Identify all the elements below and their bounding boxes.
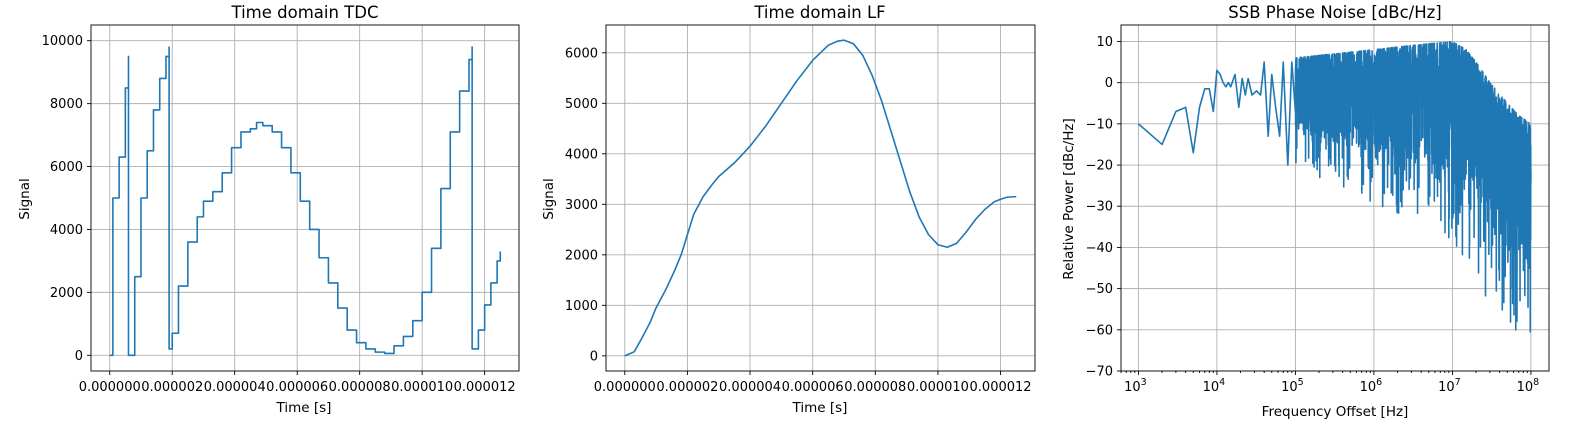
y-tick-label: 4000 [50, 223, 83, 238]
y-tick-label: 0 [590, 349, 598, 364]
x-axis-label: Time [s] [276, 400, 332, 416]
y-tick-label: −30 [1086, 200, 1113, 215]
chart-time-domain-tdc: Time domain TDC Time [s] Signal 0.000000… [17, 3, 520, 416]
x-tick-label: 0.000002 [656, 380, 718, 395]
chart-ssb-phase-noise: SSB Phase Noise [dBc/Hz] Frequency Offse… [1061, 3, 1550, 420]
y-tick-label: −10 [1086, 117, 1113, 132]
y-tick-label: −60 [1086, 323, 1113, 338]
axes-frame [605, 24, 1036, 372]
x-tick-label: 0.000004 [719, 380, 781, 395]
x-tick-label: 0.000002 [141, 380, 203, 395]
y-tick-label: 10 [1096, 35, 1113, 50]
axes-frame [1120, 24, 1550, 372]
y-tick-label: 0 [1105, 76, 1113, 91]
x-tick-label: 0.000012 [970, 380, 1032, 395]
y-tick-label: 1000 [565, 299, 598, 314]
y-tick-label: 4000 [565, 147, 598, 162]
x-tick-label: 0.000008 [844, 380, 906, 395]
x-axis-label: Time [s] [792, 400, 848, 416]
y-tick-label: 6000 [50, 160, 83, 175]
x-tick-label: 0.000006 [266, 380, 328, 395]
x-tick-label: 0.000000 [79, 380, 141, 395]
series-line [1137, 61, 1297, 166]
x-tick-label: 0.000000 [594, 380, 656, 395]
y-tick-label: −20 [1086, 159, 1113, 174]
x-tick-label: 0.000010 [907, 380, 969, 395]
x-tick-label: 103 [1124, 377, 1147, 395]
x-tick-label: 0.000008 [329, 380, 391, 395]
axes-frame [90, 24, 520, 372]
plot-area [109, 46, 502, 357]
x-tick-label: 106 [1360, 377, 1383, 395]
y-tick-label: 8000 [50, 97, 83, 112]
y-tick-label: 5000 [565, 97, 598, 112]
x-tick-label: 104 [1203, 377, 1226, 395]
y-tick-label: −40 [1086, 241, 1113, 256]
y-tick-label: 6000 [565, 46, 598, 61]
y-tick-label: 10000 [42, 34, 83, 49]
series-line [624, 39, 1017, 357]
y-tick-label: −70 [1086, 365, 1113, 380]
y-tick-label: −50 [1086, 282, 1113, 297]
y-axis-label: Relative Power [dBc/Hz] [1061, 118, 1077, 279]
x-tick-label: 0.000006 [782, 380, 844, 395]
grid [91, 25, 519, 371]
chart-title: Time domain TDC [231, 3, 379, 22]
y-tick-label: 0 [75, 349, 83, 364]
x-tick-label: 0.000012 [454, 380, 516, 395]
chart-time-domain-lf: Time domain LF Time [s] Signal 0.000000 0… [541, 3, 1036, 416]
x-tick-label: 108 [1517, 377, 1540, 395]
x-tick-label: 105 [1281, 377, 1304, 395]
grid [606, 25, 1035, 371]
y-tick-label: 2000 [565, 248, 598, 263]
y-axis-label: Signal [17, 178, 33, 219]
plot-area [1137, 40, 1532, 333]
x-tick-label: 0.000004 [204, 380, 266, 395]
series-line [1294, 40, 1532, 333]
y-tick-label: 3000 [565, 198, 598, 213]
x-axis-label: Frequency Offset [Hz] [1262, 404, 1409, 420]
chart-title: Time domain LF [753, 3, 885, 22]
y-tick-label: 2000 [50, 286, 83, 301]
y-axis-label: Signal [541, 178, 557, 219]
series-line [109, 46, 502, 357]
x-tick-label: 107 [1438, 377, 1461, 395]
x-tick-label: 0.000010 [391, 380, 453, 395]
plot-area [624, 39, 1017, 357]
chart-title: SSB Phase Noise [dBc/Hz] [1228, 3, 1441, 22]
